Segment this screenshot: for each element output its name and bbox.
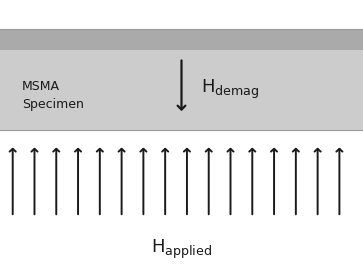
Text: H$_{\mathrm{applied}}$: H$_{\mathrm{applied}}$ bbox=[151, 238, 212, 261]
Bar bbox=[0, 50, 363, 130]
Text: MSMA
Specimen: MSMA Specimen bbox=[22, 80, 83, 111]
Text: H$_{\mathrm{demag}}$: H$_{\mathrm{demag}}$ bbox=[201, 78, 260, 101]
Bar bbox=[0, 29, 363, 50]
